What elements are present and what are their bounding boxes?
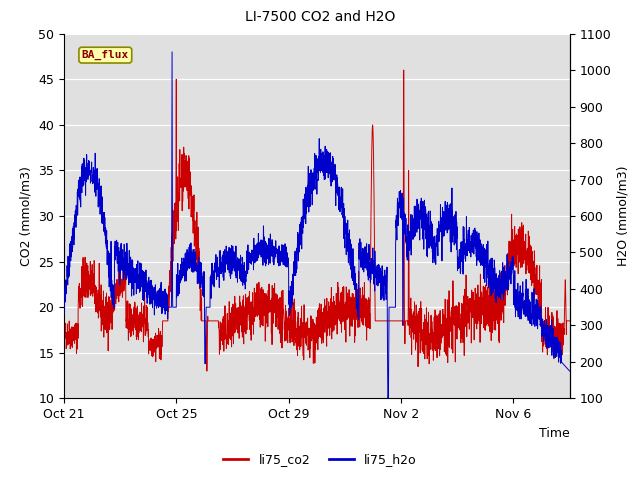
Text: BA_flux: BA_flux bbox=[82, 50, 129, 60]
Legend: li75_co2, li75_h2o: li75_co2, li75_h2o bbox=[218, 448, 422, 471]
Y-axis label: H2O (mmol/m3): H2O (mmol/m3) bbox=[617, 166, 630, 266]
X-axis label: Time: Time bbox=[539, 427, 570, 440]
Y-axis label: CO2 (mmol/m3): CO2 (mmol/m3) bbox=[20, 166, 33, 266]
Text: LI-7500 CO2 and H2O: LI-7500 CO2 and H2O bbox=[245, 10, 395, 24]
